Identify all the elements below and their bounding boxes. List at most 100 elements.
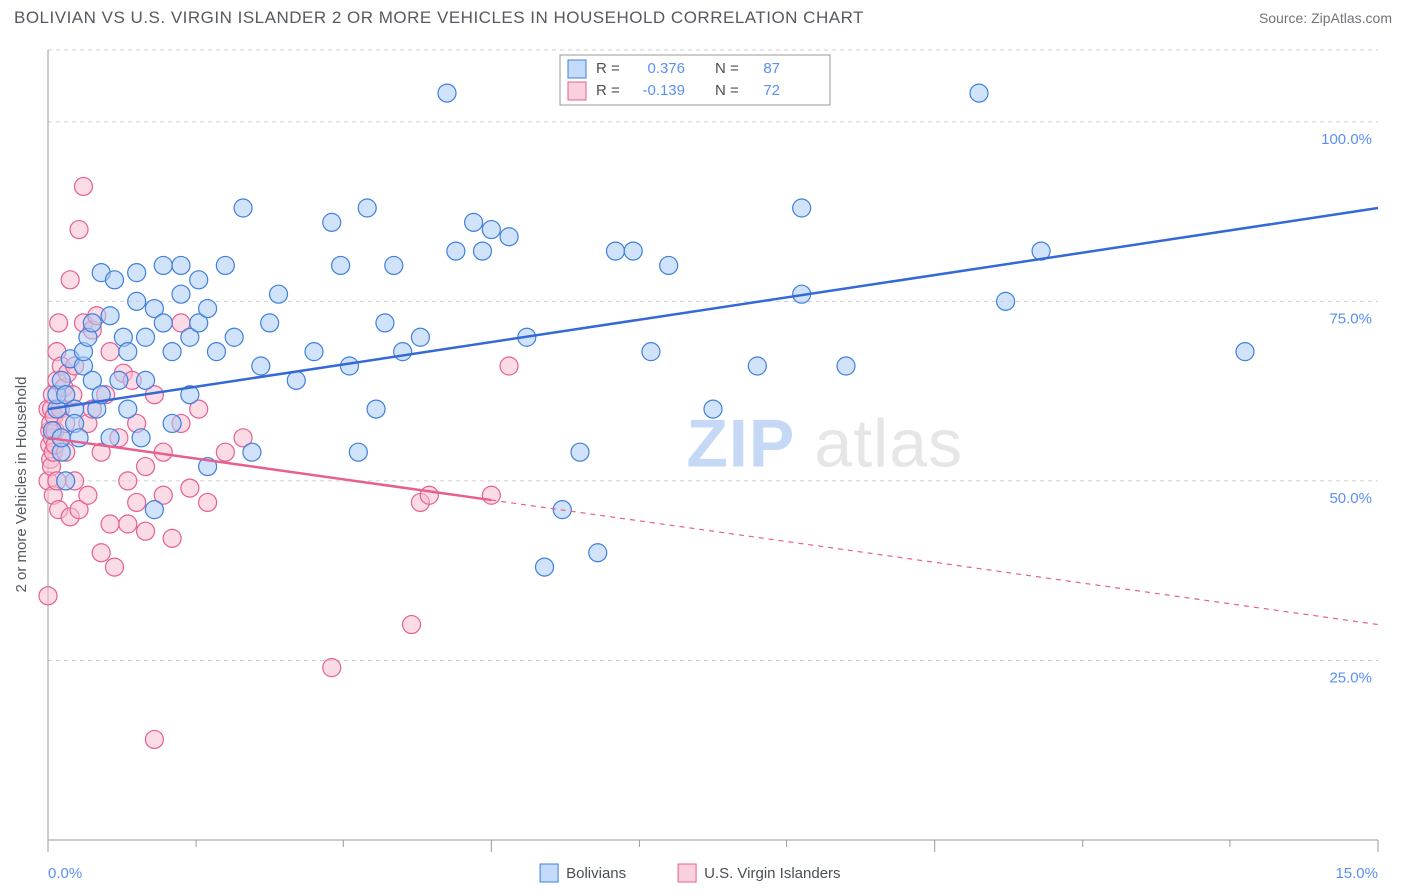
point-bolivians: [287, 371, 305, 389]
point-bolivians: [482, 221, 500, 239]
point-bolivians: [376, 314, 394, 332]
y-axis-label: 25.0%: [1329, 669, 1372, 686]
point-bolivians: [332, 256, 350, 274]
point-bolivians: [261, 314, 279, 332]
point-bolivians: [243, 443, 261, 461]
point-usvi: [500, 357, 518, 375]
point-bolivians: [305, 343, 323, 361]
point-bolivians: [110, 371, 128, 389]
point-bolivians: [128, 264, 146, 282]
point-bolivians: [438, 84, 456, 102]
point-bolivians: [163, 414, 181, 432]
point-bolivians: [119, 400, 137, 418]
point-usvi: [106, 558, 124, 576]
point-usvi: [79, 486, 97, 504]
point-bolivians: [411, 328, 429, 346]
point-bolivians: [704, 400, 722, 418]
point-bolivians: [465, 213, 483, 231]
point-usvi: [403, 616, 421, 634]
y-axis-title: 2 or more Vehicles in Household: [13, 377, 30, 593]
point-bolivians: [172, 256, 190, 274]
correlation-scatter-chart: ZIPatlas0.0%15.0%25.0%50.0%75.0%100.0%2 …: [0, 40, 1406, 892]
source-attribution: Source: ZipAtlas.com: [1259, 10, 1392, 26]
point-bolivians: [154, 256, 172, 274]
point-bolivians: [606, 242, 624, 260]
point-usvi: [119, 472, 137, 490]
point-bolivians: [172, 285, 190, 303]
point-usvi: [70, 221, 88, 239]
point-bolivians: [234, 199, 252, 217]
point-bolivians: [340, 357, 358, 375]
point-bolivians: [970, 84, 988, 102]
point-bolivians: [793, 199, 811, 217]
point-bolivians: [589, 544, 607, 562]
point-bolivians: [748, 357, 766, 375]
point-bolivians: [500, 228, 518, 246]
point-bolivians: [225, 328, 243, 346]
point-usvi: [101, 515, 119, 533]
y-axis-label: 75.0%: [1329, 310, 1372, 327]
legend-swatch-bolivians: [568, 60, 586, 78]
trendline-usvi: [48, 438, 491, 500]
point-bolivians: [101, 307, 119, 325]
point-bolivians: [137, 328, 155, 346]
point-usvi: [50, 314, 68, 332]
point-usvi: [323, 659, 341, 677]
point-bolivians: [145, 501, 163, 519]
legend-n-label: N =: [715, 60, 739, 77]
legend-r-value: 0.376: [647, 60, 685, 77]
x-axis-label: 15.0%: [1335, 865, 1378, 882]
point-usvi: [216, 443, 234, 461]
point-bolivians: [358, 199, 376, 217]
x-axis-label: 0.0%: [48, 865, 82, 882]
point-bolivians: [132, 429, 150, 447]
point-bolivians: [394, 343, 412, 361]
point-usvi: [119, 515, 137, 533]
point-usvi: [181, 479, 199, 497]
point-usvi: [128, 493, 146, 511]
point-bolivians: [83, 314, 101, 332]
point-bolivians: [128, 292, 146, 310]
point-bolivians: [199, 300, 217, 318]
legend-r-label: R =: [596, 82, 620, 99]
point-usvi: [39, 587, 57, 605]
point-usvi: [145, 730, 163, 748]
point-bolivians: [270, 285, 288, 303]
point-bolivians: [997, 292, 1015, 310]
point-bolivians: [163, 343, 181, 361]
chart-title: BOLIVIAN VS U.S. VIRGIN ISLANDER 2 OR MO…: [14, 8, 864, 27]
point-usvi: [163, 529, 181, 547]
bottom-label-bolivians: Bolivians: [566, 865, 626, 882]
point-bolivians: [119, 343, 137, 361]
point-bolivians: [137, 371, 155, 389]
point-usvi: [137, 458, 155, 476]
legend-swatch-usvi: [568, 82, 586, 100]
bottom-label-usvi: U.S. Virgin Islanders: [704, 865, 840, 882]
source-value: ZipAtlas.com: [1311, 10, 1392, 26]
point-bolivians: [1236, 343, 1254, 361]
y-axis-label: 100.0%: [1321, 131, 1372, 148]
trendline-usvi-extrapolated: [491, 500, 1378, 624]
point-bolivians: [349, 443, 367, 461]
point-usvi: [74, 177, 92, 195]
legend-r-label: R =: [596, 60, 620, 77]
point-usvi: [61, 271, 79, 289]
point-bolivians: [624, 242, 642, 260]
point-bolivians: [660, 256, 678, 274]
point-bolivians: [190, 271, 208, 289]
point-bolivians: [106, 271, 124, 289]
point-bolivians: [571, 443, 589, 461]
point-usvi: [92, 544, 110, 562]
point-bolivians: [57, 472, 75, 490]
watermark: atlas: [814, 406, 963, 482]
point-usvi: [420, 486, 438, 504]
legend-r-value: -0.139: [642, 82, 685, 99]
point-bolivians: [642, 343, 660, 361]
point-bolivians: [154, 314, 172, 332]
point-usvi: [101, 343, 119, 361]
point-bolivians: [207, 343, 225, 361]
point-bolivians: [216, 256, 234, 274]
y-axis-label: 50.0%: [1329, 490, 1372, 507]
bottom-swatch-usvi: [678, 864, 696, 882]
trendline-bolivians: [48, 208, 1378, 409]
